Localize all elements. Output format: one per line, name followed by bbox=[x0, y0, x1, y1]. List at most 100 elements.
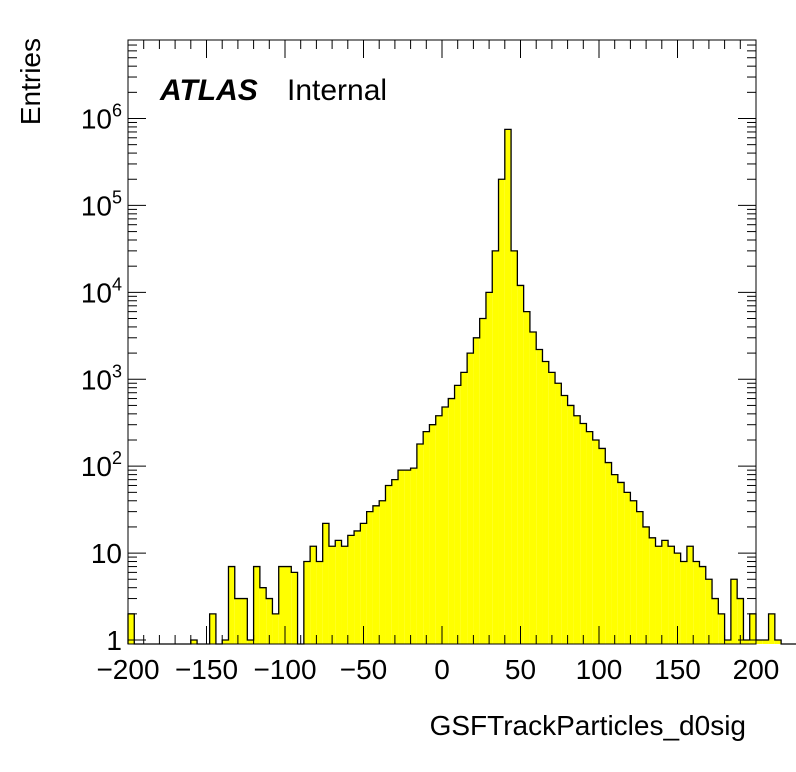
histogram-bar bbox=[391, 479, 399, 644]
y-tick-label: 1 bbox=[106, 625, 122, 656]
histogram-bar bbox=[649, 537, 656, 644]
histogram-bar bbox=[605, 462, 612, 644]
histogram-bar bbox=[435, 415, 442, 644]
histogram-bar bbox=[636, 511, 643, 644]
x-tick-label: 50 bbox=[505, 654, 536, 685]
histogram-bar bbox=[523, 311, 530, 644]
histogram-bar bbox=[354, 530, 361, 644]
histogram-bar bbox=[272, 613, 279, 644]
histogram-bar bbox=[266, 598, 273, 644]
histogram-bar bbox=[536, 349, 543, 644]
histogram-bar bbox=[291, 572, 298, 644]
histogram-bar bbox=[454, 385, 461, 644]
y-tick-label: 105 bbox=[81, 187, 122, 221]
x-tick-labels: −200 −150 −100 −50 0 50 100 150 200 bbox=[96, 654, 779, 685]
y-tick-label: 103 bbox=[81, 361, 122, 395]
histogram-bar bbox=[705, 579, 713, 644]
histogram-bar bbox=[730, 579, 738, 644]
histogram-bar bbox=[498, 179, 505, 644]
histogram-bar bbox=[372, 505, 380, 644]
histogram-bar bbox=[768, 613, 775, 644]
histogram-bar bbox=[548, 372, 556, 644]
histogram-bar bbox=[222, 640, 229, 644]
histogram-bar bbox=[586, 431, 593, 644]
histogram-bar bbox=[473, 337, 480, 644]
histogram-bar bbox=[385, 485, 392, 644]
histogram-bar bbox=[404, 470, 411, 644]
y-tick-labels: 1 10 102 103 104 105 106 bbox=[81, 100, 122, 656]
histogram-bar bbox=[448, 398, 455, 644]
histogram-bar bbox=[511, 250, 518, 644]
y-tick-label: 10 bbox=[91, 538, 122, 569]
histogram-bar bbox=[712, 598, 719, 644]
histogram-bar bbox=[423, 431, 430, 644]
histogram-bar bbox=[749, 613, 756, 644]
histogram-bar bbox=[592, 440, 599, 644]
x-tick-label: 150 bbox=[654, 654, 701, 685]
histogram-bar bbox=[278, 566, 285, 644]
histogram-bar bbox=[247, 640, 254, 644]
histogram-bar bbox=[762, 640, 769, 644]
histogram-bar bbox=[743, 640, 750, 644]
brand-label: ATLAS bbox=[159, 74, 258, 107]
histogram-bar bbox=[517, 285, 524, 644]
histogram-bar bbox=[479, 318, 486, 644]
histogram-bar bbox=[335, 540, 342, 644]
y-tick-label: 106 bbox=[81, 100, 122, 134]
histogram-bar bbox=[542, 361, 549, 644]
x-tick-label: −150 bbox=[175, 654, 238, 685]
histogram-bar bbox=[624, 492, 631, 644]
histogram-bar bbox=[668, 546, 675, 644]
histogram-outline bbox=[127, 128, 796, 645]
x-axis-label: GSFTrackParticles_d0sig bbox=[430, 710, 746, 741]
histogram-bar bbox=[442, 406, 449, 644]
histogram-bar bbox=[322, 523, 329, 644]
axis-ticks bbox=[127, 39, 757, 644]
x-tick-label: −100 bbox=[253, 654, 316, 685]
histogram-bar bbox=[630, 500, 637, 644]
histogram-bar bbox=[693, 561, 700, 644]
histogram-bar bbox=[699, 566, 706, 644]
histogram-bar bbox=[485, 292, 493, 644]
x-tick-label: 0 bbox=[434, 654, 450, 685]
histogram-bar bbox=[347, 535, 355, 644]
y-tick-label: 104 bbox=[81, 274, 122, 308]
histogram-bar bbox=[686, 546, 694, 644]
histogram-bars bbox=[127, 128, 796, 645]
histogram-bar bbox=[567, 405, 574, 644]
histogram-bar bbox=[316, 561, 323, 644]
histogram-bar bbox=[209, 613, 216, 644]
histogram-bar bbox=[410, 468, 417, 644]
histogram-bar bbox=[642, 526, 650, 644]
x-tick-label: 200 bbox=[733, 654, 780, 685]
histogram-bar bbox=[341, 546, 348, 644]
histogram-bar bbox=[655, 546, 662, 644]
histogram-bar bbox=[718, 613, 725, 644]
histogram-bar bbox=[661, 540, 669, 644]
histogram-bar bbox=[379, 500, 386, 644]
x-tick-label: 100 bbox=[576, 654, 623, 685]
histogram-bar bbox=[529, 331, 537, 644]
histogram-bar bbox=[680, 561, 687, 644]
status-label: Internal bbox=[287, 74, 387, 107]
histogram-bar bbox=[561, 395, 568, 644]
histogram-bar bbox=[467, 353, 474, 644]
histogram-bar bbox=[737, 598, 744, 644]
histogram-bar bbox=[429, 424, 436, 644]
histogram-bar bbox=[504, 129, 512, 644]
histogram-bar bbox=[599, 448, 606, 644]
histogram-bar bbox=[580, 423, 587, 644]
histogram-bar bbox=[360, 523, 367, 644]
histogram-bar bbox=[756, 640, 763, 644]
histogram-bar bbox=[416, 443, 424, 644]
histogram-bar bbox=[573, 415, 581, 644]
histogram-bar bbox=[555, 383, 562, 644]
histogram-bar bbox=[611, 474, 618, 644]
y-tick-label: 102 bbox=[81, 448, 122, 482]
histogram-bar bbox=[674, 553, 681, 644]
histogram-bar bbox=[492, 250, 499, 644]
histogram-bar bbox=[310, 546, 317, 644]
histogram-bar bbox=[128, 613, 135, 644]
histogram-bar bbox=[460, 372, 468, 644]
